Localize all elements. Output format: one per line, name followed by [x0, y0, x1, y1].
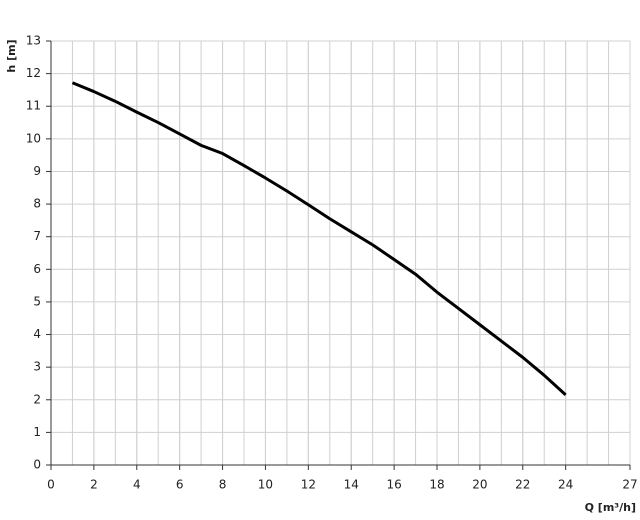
- y-tick-label: 5: [33, 294, 41, 308]
- y-tick-label: 0: [33, 458, 41, 472]
- x-tick-label: 10: [258, 478, 273, 492]
- curve: [71, 81, 567, 396]
- y-tick-label: 6: [33, 262, 41, 276]
- x-tick-label: 20: [472, 478, 487, 492]
- y-tick-label: 4: [33, 327, 41, 341]
- y-tick-label: 8: [33, 197, 41, 211]
- x-tick-label: 8: [219, 478, 227, 492]
- y-tick-label: 9: [33, 164, 41, 178]
- x-tick-label: 6: [176, 478, 184, 492]
- x-tick-label: 16: [386, 478, 401, 492]
- y-tick-label: 13: [26, 34, 41, 48]
- x-tick-label: 24: [558, 478, 573, 492]
- x-tick-label: 0: [47, 478, 55, 492]
- x-tick-label: 18: [429, 478, 444, 492]
- x-tick-label: 4: [133, 478, 141, 492]
- y-tick-label: 11: [26, 99, 41, 113]
- x-tick-label: 14: [344, 478, 359, 492]
- y-tick-label: 10: [26, 131, 41, 145]
- x-tick-label: 12: [301, 478, 316, 492]
- y-tick-label: 2: [33, 392, 41, 406]
- y-tick-label: 7: [33, 229, 41, 243]
- x-tick-label: 27: [622, 478, 637, 492]
- y-tick-label: 12: [26, 66, 41, 80]
- y-tick-label: 3: [33, 360, 41, 374]
- x-axis-label: Q [m³/h]: [585, 501, 636, 514]
- x-tick-label: 22: [515, 478, 530, 492]
- y-axis-label: h [m]: [5, 39, 18, 72]
- x-tick-label: 2: [90, 478, 98, 492]
- y-tick-label: 1: [33, 425, 41, 439]
